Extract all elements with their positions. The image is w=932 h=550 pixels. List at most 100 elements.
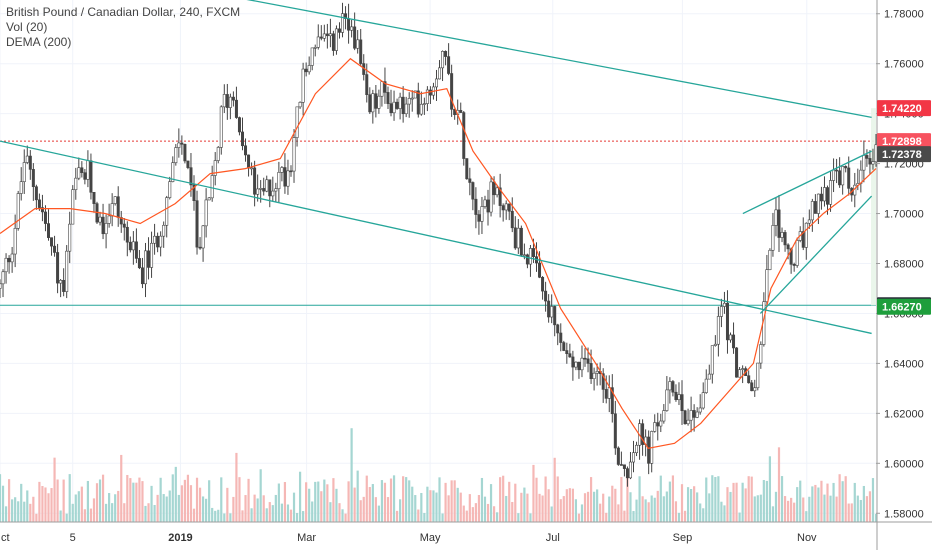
time-tick-label: Jul [546, 532, 560, 544]
volume-bar [650, 495, 653, 522]
candle-body [756, 362, 760, 389]
candle-body [765, 269, 769, 302]
trend-line[interactable] [210, 0, 872, 119]
candle-body [616, 447, 620, 465]
time-tick-label: ct [1, 532, 10, 544]
volume-bar [217, 509, 220, 522]
volume-bar [750, 476, 753, 522]
volume-bar [741, 482, 744, 522]
volume-bar [341, 509, 344, 522]
volume-bar [453, 480, 456, 522]
candle-body [262, 188, 266, 192]
volume-bar [423, 512, 426, 522]
time-tick-label: May [420, 532, 441, 544]
volume-bar [117, 490, 120, 522]
candle-body [150, 242, 154, 268]
candle-body [495, 187, 499, 196]
volume-bar [553, 457, 556, 522]
volume-bar [226, 487, 229, 522]
volume-bar [729, 491, 732, 522]
time-axis-labels: ct 5 2019 Mar May Jul Sep Nov [1, 532, 817, 544]
volume-bar [432, 490, 435, 522]
volume-bar [747, 476, 750, 522]
candle-body [556, 324, 560, 334]
volume-bar [671, 475, 675, 522]
volume-bar [629, 492, 632, 522]
trend-line[interactable] [742, 150, 872, 215]
volume-bar [541, 495, 544, 522]
volume-bar [856, 495, 859, 522]
volume-bar [211, 507, 214, 522]
candle-body [659, 420, 663, 427]
candle-body [847, 167, 851, 189]
price-tick-label: 1.58000 [884, 508, 924, 520]
candle-body [625, 468, 629, 479]
volume-indicator-label[interactable]: Vol (20) [6, 20, 48, 34]
candle-body [107, 215, 111, 224]
volume-bar [359, 500, 362, 522]
volume-bar [574, 499, 578, 522]
volume-bar [777, 447, 781, 522]
volume-bar [101, 474, 105, 522]
volume-bar [7, 479, 11, 522]
candle-body [665, 389, 669, 411]
volume-bar [435, 492, 438, 522]
volume-bar [0, 474, 2, 522]
volume-bar [235, 452, 238, 522]
volume-bar [868, 491, 872, 522]
volume-bar [665, 491, 668, 522]
volume-bar [17, 501, 20, 522]
volume-bar [314, 481, 317, 522]
price-tick-label: 1.68000 [884, 258, 924, 270]
candle-body [59, 279, 63, 284]
candle-body [565, 350, 569, 354]
candle-body [807, 219, 811, 224]
volume-bar [308, 488, 311, 522]
time-tick-label: Mar [297, 532, 316, 544]
volume-bar [195, 477, 199, 522]
candle-body [586, 358, 590, 364]
volume-bar [265, 508, 268, 522]
candle-body [792, 264, 796, 266]
candle-body [647, 436, 651, 464]
candle-body [795, 240, 799, 266]
candle-body [240, 131, 244, 147]
volume-bar [20, 483, 23, 522]
volume-bar [783, 496, 787, 522]
volume-bar [386, 497, 390, 522]
candle-body [374, 93, 378, 109]
volume-bar [295, 512, 299, 522]
volume-bar [244, 495, 247, 522]
volume-bar [405, 477, 408, 522]
trend-line[interactable] [759, 195, 873, 314]
volume-bar [735, 482, 738, 522]
volume-bar [311, 501, 314, 522]
dema-indicator-label[interactable]: DEMA (200) [6, 35, 72, 49]
volume-bar [865, 496, 869, 522]
volume-bar [141, 481, 144, 522]
volume-bar [711, 475, 714, 522]
candle-body [710, 345, 714, 375]
candle-body [134, 241, 138, 259]
candle-body [13, 228, 17, 255]
trend-line[interactable] [0, 140, 872, 335]
candle-body [46, 223, 50, 238]
volume-bar [292, 492, 296, 522]
volume-bar [523, 487, 526, 522]
trend-lines[interactable] [0, 0, 873, 335]
price-tick-label: 1.76000 [884, 59, 924, 71]
volume-bar [201, 496, 205, 522]
candle-body [835, 169, 839, 172]
chart-legend: British Pound / Canadian Dollar, 240, FX… [6, 5, 240, 50]
chart-title[interactable]: British Pound / Canadian Dollar, 240, FX… [6, 5, 241, 19]
volume-bar [474, 503, 477, 522]
volume-bar [220, 477, 223, 522]
candle-body [550, 306, 554, 318]
volume-bar [1, 485, 5, 522]
candle-body [165, 197, 169, 226]
volume-bar [768, 456, 772, 522]
volume-bar [389, 478, 393, 522]
volume-bar [50, 488, 53, 522]
